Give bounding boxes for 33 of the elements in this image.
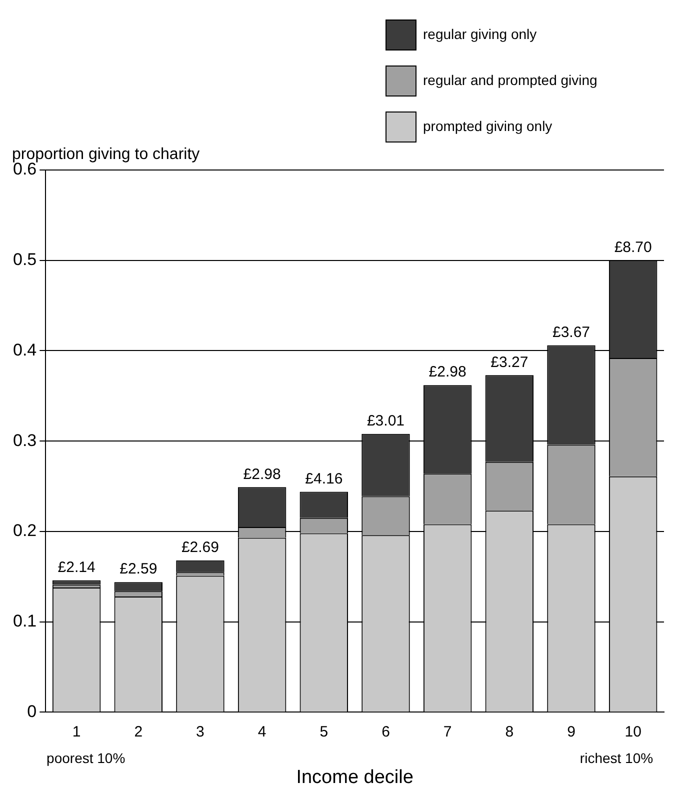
- annotation: £2.14: [58, 558, 96, 576]
- annotation: £3.27: [490, 354, 528, 371]
- x-tick-label: 6: [382, 723, 390, 740]
- y-axis-title: proportion giving to charity: [12, 146, 200, 163]
- legend-label: regular and prompted giving: [423, 72, 598, 88]
- y-tick-label: 0.1: [12, 612, 37, 631]
- y-tick-label: 0.3: [12, 430, 37, 450]
- legend-label: prompted giving only: [423, 118, 552, 134]
- annotation: £3.67: [552, 324, 590, 341]
- x-tick-label: 9: [567, 723, 576, 740]
- y-tick-label: 0.2: [12, 521, 37, 540]
- x-tick-label: 10: [624, 723, 642, 740]
- x-tick-label: 8: [505, 723, 514, 740]
- legend-label: regular giving only: [423, 26, 537, 42]
- x-tick-label: 4: [258, 723, 266, 740]
- x-tick-label: 7: [443, 723, 452, 740]
- y-tick-label: 0: [27, 702, 37, 721]
- text: poorest 10%: [46, 750, 126, 766]
- text: richest 10%: [580, 750, 654, 766]
- x-tick-label: 1: [72, 723, 81, 740]
- x-tick-label: 5: [320, 723, 328, 740]
- annotation: £2.98: [243, 466, 281, 483]
- x-tick-label: 3: [196, 723, 204, 740]
- annotation: £2.98: [428, 364, 466, 381]
- x-axis-title: Income decile: [296, 766, 414, 788]
- annotation: £3.01: [366, 412, 405, 430]
- annotation: £2.69: [181, 539, 219, 556]
- x-tick-label: 2: [134, 723, 143, 740]
- annotation: £4.16: [305, 470, 343, 488]
- y-tick-label: 0.5: [12, 250, 37, 270]
- annotation: £2.59: [120, 560, 158, 578]
- y-tick-label: 0.4: [12, 340, 37, 360]
- annotation: £8.70: [614, 239, 652, 256]
